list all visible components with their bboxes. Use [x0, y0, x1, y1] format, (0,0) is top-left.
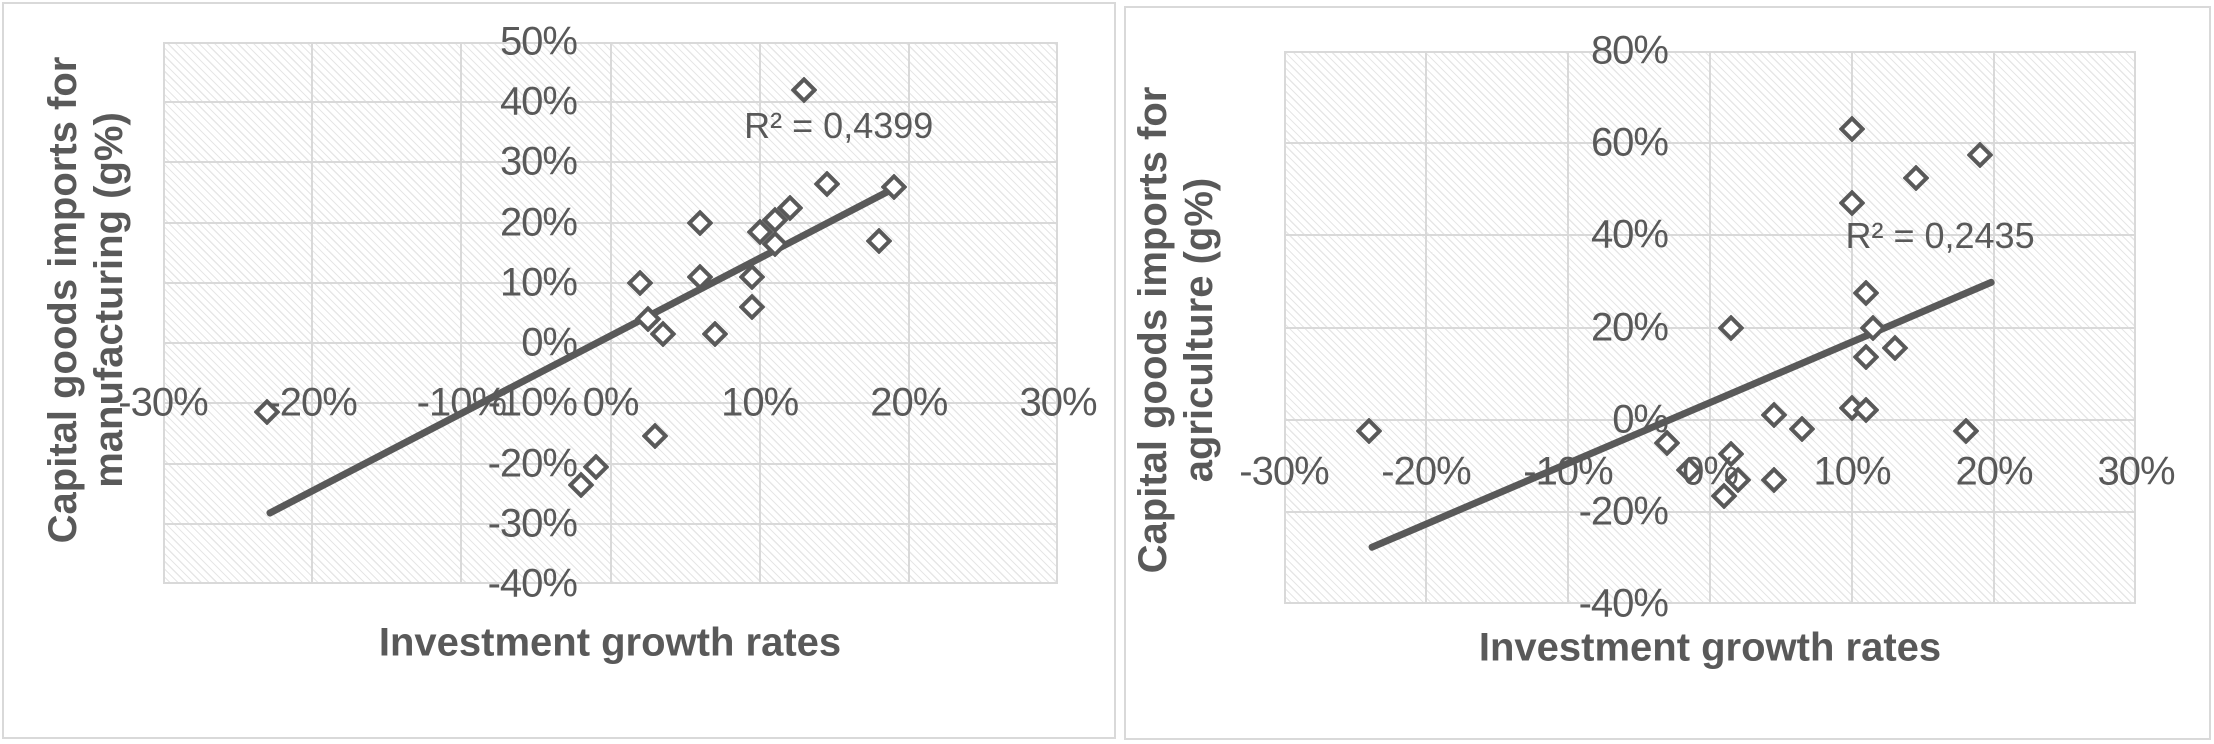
vertical-gridline	[311, 42, 314, 584]
y-axis-tick-label: 40%	[1590, 212, 1669, 257]
y-axis-tick-label: 20%	[499, 200, 578, 245]
x-axis-tick-label: -30%	[1239, 449, 1329, 494]
x-axis-title-manufacturing: Investment growth rates	[378, 620, 842, 665]
data-point-marker	[813, 170, 841, 197]
data-point-marker	[1952, 417, 1980, 445]
data-point-marker	[1838, 115, 1866, 143]
y-axis-tick-label: 50%	[499, 19, 578, 64]
x-axis-tick-label: -10%	[416, 380, 507, 425]
vertical-gridline	[1567, 51, 1569, 604]
vertical-gridline	[1709, 51, 1711, 604]
y-axis-tick-label: 10%	[499, 260, 578, 305]
x-axis-tick-label: -20%	[267, 380, 357, 425]
x-axis-tick-label: -20%	[1381, 449, 1471, 494]
y-axis-tick-label: 0%	[1612, 397, 1669, 442]
r-squared-label: R² = 0,2435	[1845, 215, 2035, 257]
data-point-marker	[626, 269, 654, 297]
y-axis-tick-label: 0%	[521, 320, 578, 365]
x-axis-tick-label: -10%	[1523, 449, 1613, 494]
data-point-marker	[1902, 164, 1930, 192]
y-axis-tick-label: 80%	[1590, 28, 1669, 73]
vertical-gridline	[907, 42, 910, 584]
y-axis-title-agriculture: Capital goods imports for agriculture (g…	[1130, 87, 1222, 574]
y-axis-title-manufacturing: Capital goods imports for manufacturing …	[40, 57, 132, 544]
y-axis-tick-label: -30%	[487, 501, 578, 546]
vertical-gridline	[609, 42, 612, 584]
x-axis-tick-label: 0%	[1682, 449, 1739, 494]
x-axis-tick-label: 30%	[1019, 380, 1097, 425]
data-point-marker	[1760, 401, 1788, 429]
data-point-marker	[686, 209, 714, 237]
x-axis-tick-label: 0%	[582, 380, 640, 425]
vertical-gridline	[2134, 51, 2136, 604]
x-axis-tick-label: 10%	[1813, 449, 1891, 494]
x-axis-tick-label: 30%	[2097, 449, 2175, 494]
data-point-marker	[1838, 189, 1866, 217]
y-axis-title-line: Capital goods imports for	[41, 56, 85, 544]
x-axis-title-agriculture: Investment growth rates	[1478, 625, 1942, 670]
vertical-gridline	[1284, 51, 1286, 604]
x-axis-tick-label: 20%	[870, 380, 948, 425]
y-axis-tick-label: -20%	[487, 441, 578, 486]
y-axis-tick-label: 60%	[1590, 120, 1669, 165]
y-axis-title-line: agriculture (g%)	[1177, 177, 1221, 483]
data-point-marker	[641, 423, 669, 450]
vertical-gridline	[1851, 51, 1853, 604]
data-point-marker	[738, 293, 766, 321]
y-axis-tick-label: -40%	[487, 561, 578, 606]
vertical-gridline	[758, 42, 761, 584]
plot-area-agriculture	[1284, 51, 2136, 604]
vertical-gridline	[163, 42, 165, 584]
x-axis-tick-label: -30%	[118, 380, 208, 425]
r-squared-label: R² = 0,4399	[744, 105, 934, 147]
vertical-gridline	[1425, 51, 1427, 604]
y-axis-title-line: manufacturing (g%)	[87, 112, 131, 488]
data-point-marker	[790, 76, 818, 104]
y-axis-tick-label: -10%	[487, 380, 578, 425]
vertical-gridline	[1056, 42, 1058, 584]
data-point-marker	[1355, 417, 1383, 445]
data-point-marker	[1760, 466, 1788, 493]
vertical-gridline	[460, 42, 463, 584]
y-axis-tick-label: 40%	[499, 79, 578, 124]
data-point-marker	[1966, 141, 1994, 169]
vertical-gridline	[1993, 51, 1995, 604]
y-axis-tick-label: -40%	[1578, 581, 1669, 626]
y-axis-tick-label: -20%	[1578, 489, 1669, 534]
y-axis-tick-label: 20%	[1590, 305, 1669, 349]
x-axis-tick-label: 10%	[721, 380, 799, 425]
data-point-marker	[1881, 334, 1909, 362]
plot-area-manufacturing	[163, 42, 1058, 584]
data-point-marker	[1852, 344, 1880, 371]
data-point-marker	[1852, 279, 1880, 307]
data-point-marker	[865, 227, 893, 255]
data-point-marker	[1717, 314, 1745, 341]
x-axis-tick-label: 20%	[1955, 449, 2033, 494]
y-axis-tick-label: 30%	[499, 139, 578, 184]
y-axis-title-line: Capital goods imports for	[1131, 86, 1175, 574]
